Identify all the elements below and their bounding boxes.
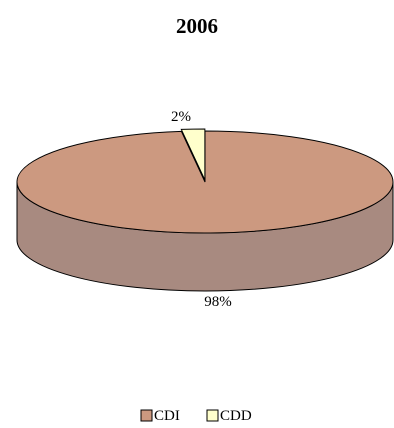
pie-slice-cdd <box>180 128 206 181</box>
pie-value-labels: 2% 98% <box>171 109 232 310</box>
legend-swatch-cdi <box>140 409 153 422</box>
legend-swatch-cdd <box>206 409 219 422</box>
legend-label-cdi: CDI <box>154 408 180 424</box>
chart-title: 2006 <box>176 14 218 38</box>
legend: CDI CDD <box>140 408 252 424</box>
legend-label-cdd: CDD <box>220 408 252 424</box>
value-label-cdi: 98% <box>204 294 232 310</box>
pie-slice-cdi <box>16 130 394 234</box>
pie-group <box>16 128 394 292</box>
value-label-cdd: 2% <box>171 109 191 125</box>
